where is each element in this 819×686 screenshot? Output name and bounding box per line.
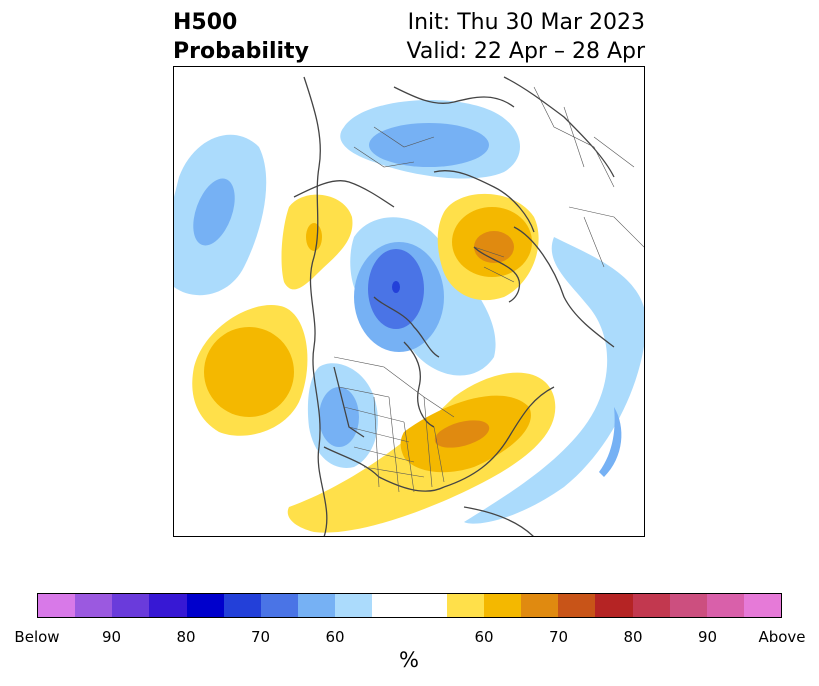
below-70-eurasia: [369, 123, 489, 167]
title-line-2: Probability: [173, 39, 309, 64]
colorbar-swatch: [186, 594, 224, 617]
colorbar-swatch: [149, 594, 187, 617]
colorbar-tick-label: 70: [250, 628, 271, 646]
below-60-atlantic: [464, 237, 644, 524]
colorbar-swatch: [260, 594, 299, 617]
colorbar-swatch: [743, 594, 782, 617]
borders: [333, 86, 644, 493]
colorbar-swatch: [521, 594, 559, 617]
map-title: H500 Probability: [173, 8, 309, 66]
colorbar-tick-label: 90: [101, 628, 122, 646]
probability-map: [173, 66, 645, 537]
colorbar-tick-label: 80: [176, 628, 196, 646]
colorbar-swatch: [75, 594, 113, 617]
above-normal-areas: [192, 193, 556, 533]
colorbar-swatch: [298, 594, 336, 617]
colorbar-unit: %: [399, 648, 419, 672]
colorbar-swatch: [335, 594, 373, 617]
below-70-canada: [319, 387, 359, 447]
colorbar: [37, 593, 782, 618]
init-date: Init: Thu 30 Mar 2023: [407, 10, 645, 35]
map-canvas: [174, 76, 644, 536]
below-normal-areas: [174, 100, 644, 524]
below-70-pacific: [193, 178, 235, 246]
colorbar-swatch: [446, 594, 484, 617]
colorbar-swatch: [372, 594, 410, 617]
above-80-east-us: [434, 420, 490, 448]
colorbar-tick-label: 70: [548, 628, 569, 646]
colorbar-swatch: [669, 594, 707, 617]
colorbar-swatch: [112, 594, 150, 617]
above-70-nw-canada: [306, 223, 322, 251]
colorbar-swatch: [409, 594, 447, 617]
title-line-1: H500: [173, 10, 238, 35]
forecast-dates: Init: Thu 30 Mar 2023 Valid: 22 Apr – 28…: [390, 8, 646, 66]
colorbar-tick-label: 80: [623, 628, 643, 646]
colorbar-swatch: [706, 594, 744, 617]
colorbar-swatch: [223, 594, 261, 617]
below-70-atlantic: [599, 407, 622, 477]
colorbar-tick-label: Above: [758, 628, 806, 646]
above-70-pacific: [204, 327, 294, 417]
colorbar-tick-label: Below: [14, 628, 60, 646]
colorbar-swatch: [38, 594, 76, 617]
above-80-siberia: [474, 231, 514, 263]
colorbar-swatch: [558, 594, 596, 617]
colorbar-tick-label: 60: [325, 628, 345, 646]
colorbar-tick-label: 90: [697, 628, 718, 646]
colorbar-tick-label: 60: [474, 628, 494, 646]
valid-date: Valid: 22 Apr – 28 Apr: [406, 39, 646, 64]
colorbar-swatch: [595, 594, 633, 617]
colorbar-swatch: [483, 594, 522, 617]
below-90-arctic: [392, 281, 400, 293]
colorbar-swatch: [632, 594, 670, 617]
coastlines: [293, 76, 615, 536]
